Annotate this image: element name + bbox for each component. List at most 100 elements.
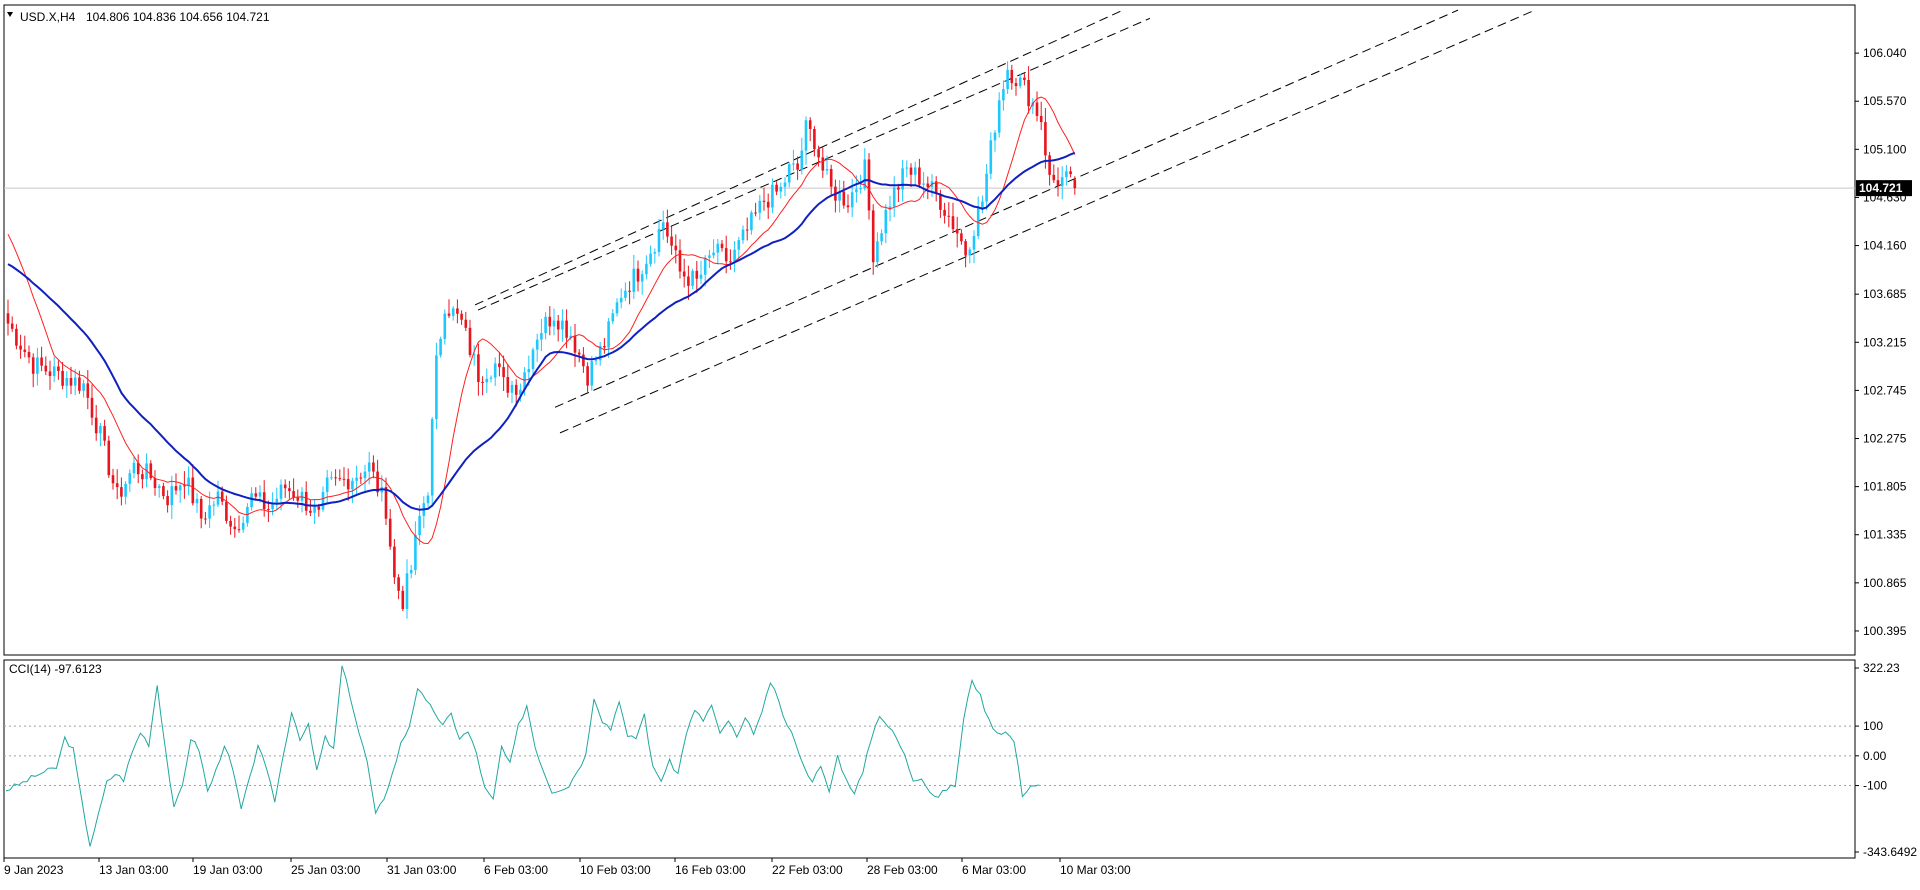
current-price-text: 104.721 xyxy=(1859,181,1903,195)
candle-body xyxy=(523,372,526,390)
candle-body xyxy=(573,335,577,353)
candle-body xyxy=(846,205,850,208)
candle-body xyxy=(1014,83,1018,87)
candle-body xyxy=(779,186,783,192)
candle-body xyxy=(582,354,585,367)
candle-body xyxy=(762,200,766,202)
candle-body xyxy=(162,486,165,497)
cci-label: CCI(14) -97.6123 xyxy=(9,662,102,676)
candle-body xyxy=(225,501,228,521)
channel-line[interactable] xyxy=(554,9,1459,408)
candle-body xyxy=(111,475,115,484)
candle-body xyxy=(481,381,484,383)
candle-body xyxy=(783,182,787,187)
cci-layer xyxy=(5,665,1040,847)
candle-body xyxy=(132,462,136,474)
price-tick-label: 105.570 xyxy=(1863,94,1907,108)
candle-body xyxy=(204,518,207,520)
candle-body xyxy=(342,478,346,480)
candle-body xyxy=(1010,69,1014,84)
candle-body xyxy=(258,492,262,497)
candle-body xyxy=(787,164,791,183)
time-tick-label: 31 Jan 03:00 xyxy=(387,863,457,877)
candle-body xyxy=(435,355,438,420)
candle-body xyxy=(922,183,925,185)
collapse-triangle-icon[interactable] xyxy=(7,12,13,17)
candle-body xyxy=(506,377,510,393)
candle-body xyxy=(825,168,829,171)
candle-body xyxy=(577,352,581,355)
cci-tick-label: 0.00 xyxy=(1863,749,1887,763)
candle-body xyxy=(330,477,333,479)
candle-body xyxy=(741,229,745,241)
candle-body xyxy=(876,241,879,263)
candle-body xyxy=(712,252,715,256)
time-tick-label: 6 Mar 03:00 xyxy=(962,863,1026,877)
candle-body xyxy=(136,462,140,475)
candle-body xyxy=(863,159,867,189)
candle-body xyxy=(1006,69,1009,90)
candle-body xyxy=(1073,179,1077,189)
cci-axis[interactable]: 322.23 100 0.00 -100 -343.6492 xyxy=(1855,661,1917,859)
time-tick-label: 10 Feb 03:00 xyxy=(580,863,651,877)
candle-body xyxy=(52,366,56,376)
candle-body xyxy=(61,370,64,386)
candle-body xyxy=(271,502,274,509)
candle-body xyxy=(149,463,153,479)
candle-body xyxy=(519,389,522,395)
candle-body xyxy=(1069,171,1072,175)
candle-body xyxy=(632,268,636,292)
candle-body xyxy=(1018,77,1022,87)
candle-body xyxy=(775,184,778,192)
current-price-tag: 104.721 xyxy=(1856,180,1912,197)
candle-body xyxy=(527,368,531,373)
candle-body xyxy=(321,491,325,510)
candle-body xyxy=(355,477,358,481)
candle-body xyxy=(997,100,1001,133)
candle-body xyxy=(993,132,997,141)
candle-body xyxy=(489,377,493,379)
candle-body xyxy=(460,313,463,320)
candle-body xyxy=(796,163,799,170)
candle-body xyxy=(275,498,279,503)
channel-line[interactable] xyxy=(474,9,1124,306)
price-tick-label: 102.745 xyxy=(1863,383,1907,397)
candle-body xyxy=(1048,155,1051,175)
candle-body xyxy=(338,478,342,480)
candle-body xyxy=(624,290,627,298)
candle-body xyxy=(120,487,123,497)
candle-body xyxy=(250,493,253,508)
channel-layer[interactable] xyxy=(474,9,1536,434)
candle-body xyxy=(472,354,476,356)
candle-body xyxy=(199,498,203,519)
candle-body xyxy=(855,189,858,193)
time-axis[interactable]: 9 Jan 2023 13 Jan 03:00 19 Jan 03:00 25 Jan… xyxy=(3,858,1131,877)
candle-body xyxy=(191,477,195,504)
candle-body xyxy=(283,484,287,489)
candle-body xyxy=(40,357,43,366)
candle-body xyxy=(687,276,690,286)
candle-body xyxy=(565,320,568,338)
candle-body xyxy=(871,210,875,263)
price-axis[interactable]: 106.040105.570105.100104.630104.160103.6… xyxy=(1855,46,1907,638)
candle-body xyxy=(821,157,825,171)
candle-body xyxy=(561,320,564,330)
candle-body xyxy=(657,228,661,253)
channel-line[interactable] xyxy=(559,9,1536,434)
candle-body xyxy=(384,487,388,519)
candle-body xyxy=(208,505,211,519)
candle-body xyxy=(57,366,60,371)
candle-body xyxy=(90,397,94,418)
price-panel[interactable] xyxy=(3,4,1856,656)
candle-body xyxy=(867,159,871,211)
candle-body xyxy=(325,477,329,492)
candle-body xyxy=(1065,171,1068,178)
candle-body xyxy=(603,346,606,348)
cci-panel[interactable] xyxy=(3,659,1856,859)
candle-body xyxy=(939,193,942,210)
candle-body xyxy=(733,249,736,262)
candle-body xyxy=(514,384,518,395)
candle-body xyxy=(976,207,980,236)
channel-line[interactable] xyxy=(477,17,1151,311)
